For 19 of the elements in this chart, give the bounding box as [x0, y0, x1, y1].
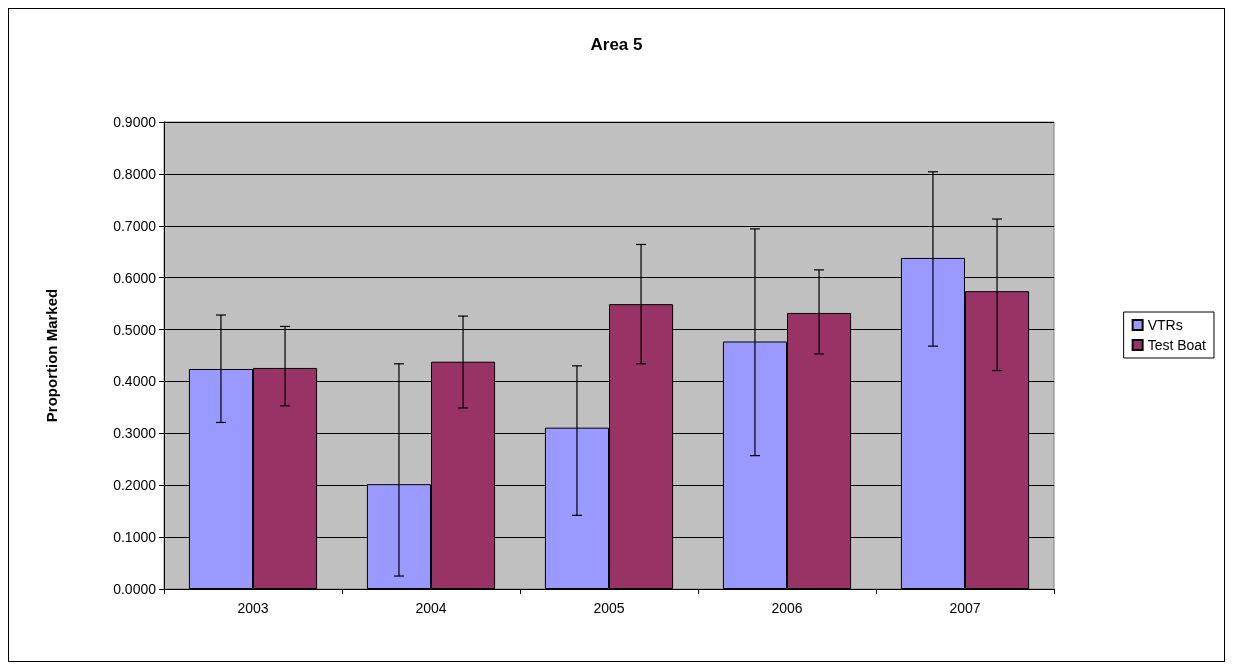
chart-title: Area 5 [590, 35, 643, 54]
y-tick-label: 0.1000 [113, 529, 157, 546]
y-axis-title: Proportion Marked [43, 288, 60, 423]
x-tick-label: 2006 [771, 600, 803, 616]
y-tick-label: 0.7000 [113, 217, 157, 234]
y-tick-label: 0.3000 [113, 425, 157, 442]
y-tick-label: 0.9000 [113, 114, 157, 130]
x-tick-label: 2004 [415, 600, 447, 616]
y-tick-label: 0.2000 [113, 477, 157, 494]
x-tick-label: 2005 [593, 600, 625, 616]
x-tick-label: 2003 [237, 600, 269, 616]
x-tick-label: 2007 [949, 600, 981, 616]
y-tick-label: 0.8000 [113, 165, 157, 182]
y-tick-label: 0.4000 [113, 373, 157, 390]
legend-label: VTRs [1147, 317, 1183, 333]
y-tick-label: 0.0000 [113, 581, 157, 597]
y-tick-label: 0.5000 [113, 321, 157, 338]
legend-label: Test Boat [1147, 337, 1207, 353]
y-tick-label: 0.6000 [113, 269, 157, 286]
